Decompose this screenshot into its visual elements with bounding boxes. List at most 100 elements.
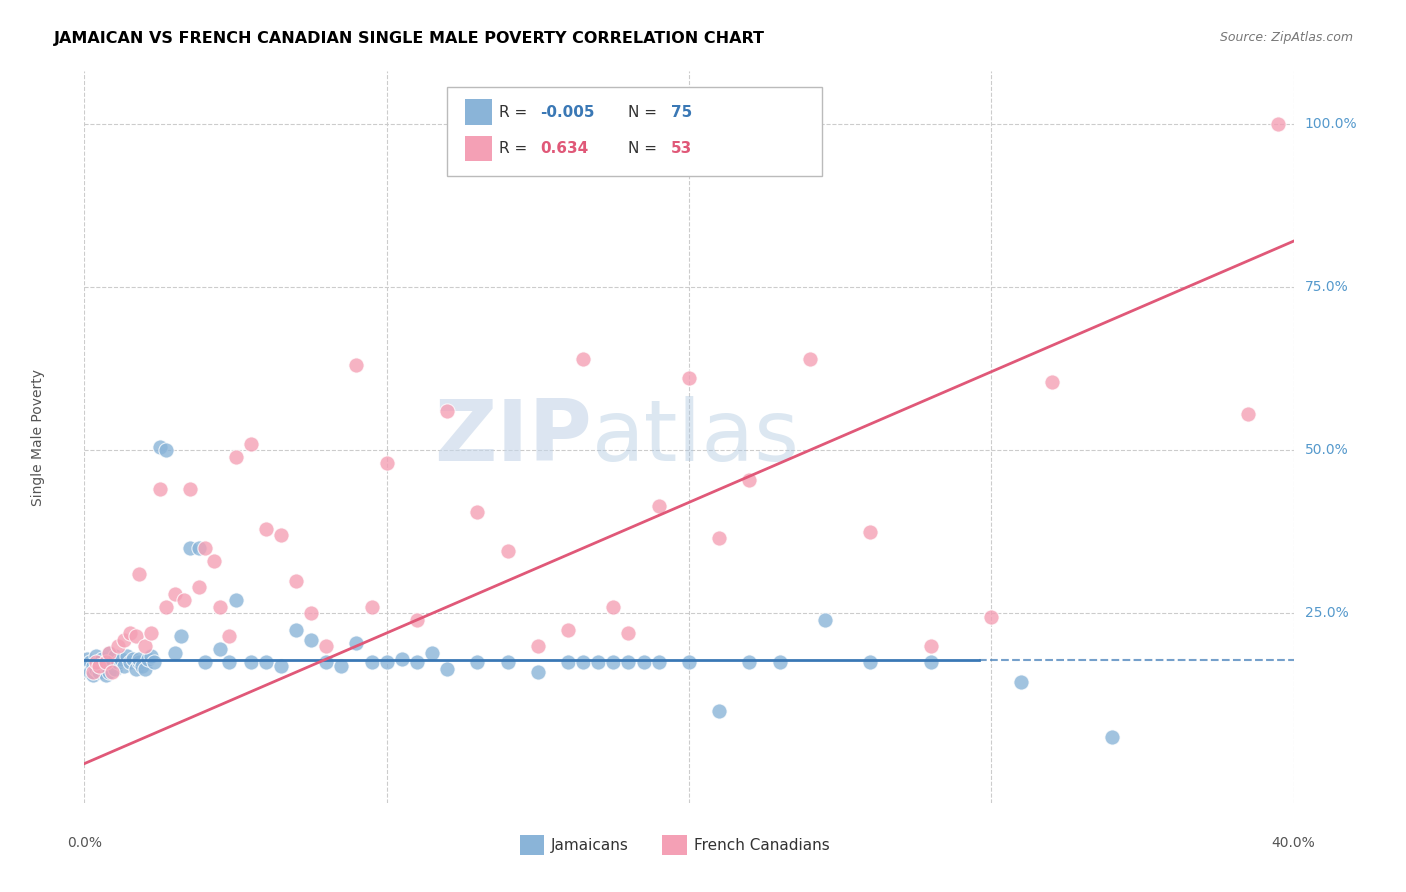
Point [920, 656, 942, 670]
Point [91, 658, 114, 673]
Text: French Canadians: French Canadians [693, 838, 830, 853]
Point [285, 574, 308, 588]
Point [799, 351, 821, 366]
Point [149, 440, 172, 454]
Point [94, 656, 117, 670]
Point [602, 656, 624, 670]
Point [315, 656, 337, 670]
Point [375, 656, 398, 670]
Text: 75.0%: 75.0% [1305, 280, 1348, 293]
Point [128, 567, 150, 582]
FancyBboxPatch shape [447, 87, 823, 176]
Point [194, 541, 217, 555]
Point [107, 639, 129, 653]
Point [496, 544, 519, 558]
Point [738, 656, 761, 670]
Point [86, 648, 108, 663]
Point [527, 639, 550, 653]
Point [588, 656, 610, 670]
Point [82, 668, 104, 682]
Point [188, 541, 211, 555]
Point [142, 656, 165, 670]
Text: JAMAICAN VS FRENCH CANADIAN SINGLE MALE POVERTY CORRELATION CHART: JAMAICAN VS FRENCH CANADIAN SINGLE MALE … [53, 31, 765, 46]
Point [239, 436, 262, 450]
Point [188, 580, 211, 594]
Point [149, 483, 172, 497]
Point [115, 648, 138, 663]
Text: Jamaicans: Jamaicans [551, 838, 628, 853]
Point [179, 541, 201, 555]
Point [436, 404, 458, 418]
Point [136, 652, 159, 666]
Point [406, 613, 429, 627]
FancyBboxPatch shape [662, 835, 686, 855]
Point [360, 656, 382, 670]
Point [128, 652, 150, 666]
Point [94, 668, 117, 682]
Point [94, 656, 117, 670]
Point [346, 358, 368, 372]
Point [155, 599, 177, 614]
Point [315, 639, 337, 653]
Point [155, 443, 177, 458]
Point [225, 593, 247, 607]
Point [97, 646, 120, 660]
Point [125, 629, 148, 643]
Point [572, 351, 595, 366]
Text: Single Male Poverty: Single Male Poverty [31, 368, 45, 506]
Point [346, 636, 368, 650]
Point [557, 656, 579, 670]
Point [1011, 675, 1033, 690]
Point [1267, 117, 1289, 131]
Point [1237, 407, 1260, 421]
Point [110, 652, 132, 666]
Point [436, 662, 458, 676]
Point [125, 662, 148, 676]
Point [467, 505, 489, 519]
Point [112, 632, 135, 647]
Text: 0.0%: 0.0% [67, 836, 101, 850]
Point [128, 656, 150, 670]
Point [89, 656, 111, 670]
Point [225, 450, 247, 464]
Text: atlas: atlas [592, 395, 800, 479]
Text: 40.0%: 40.0% [1271, 836, 1316, 850]
Point [89, 665, 111, 680]
Point [100, 656, 122, 670]
Point [467, 656, 489, 670]
Point [738, 473, 761, 487]
Point [617, 656, 640, 670]
Point [602, 599, 624, 614]
Text: ZIP: ZIP [434, 395, 592, 479]
Point [134, 662, 156, 676]
Point [420, 646, 443, 660]
Text: R =: R = [499, 141, 533, 156]
Point [709, 705, 731, 719]
Text: 50.0%: 50.0% [1305, 443, 1348, 457]
Point [118, 656, 141, 670]
Point [121, 652, 143, 666]
Point [104, 648, 127, 663]
Point [82, 658, 104, 673]
Point [86, 656, 108, 670]
Point [97, 665, 120, 680]
Point [218, 656, 240, 670]
Point [79, 665, 101, 680]
Point [134, 639, 156, 653]
Text: 100.0%: 100.0% [1305, 117, 1357, 130]
Point [104, 662, 127, 676]
Text: R =: R = [499, 105, 533, 120]
Point [112, 658, 135, 673]
Point [91, 652, 114, 666]
Point [131, 658, 153, 673]
Point [194, 656, 217, 670]
Point [97, 646, 120, 660]
Point [139, 648, 162, 663]
Point [209, 599, 232, 614]
Point [82, 665, 104, 680]
Point [107, 656, 129, 670]
Point [678, 656, 700, 670]
Text: N =: N = [628, 105, 662, 120]
Point [218, 629, 240, 643]
Point [572, 656, 595, 670]
